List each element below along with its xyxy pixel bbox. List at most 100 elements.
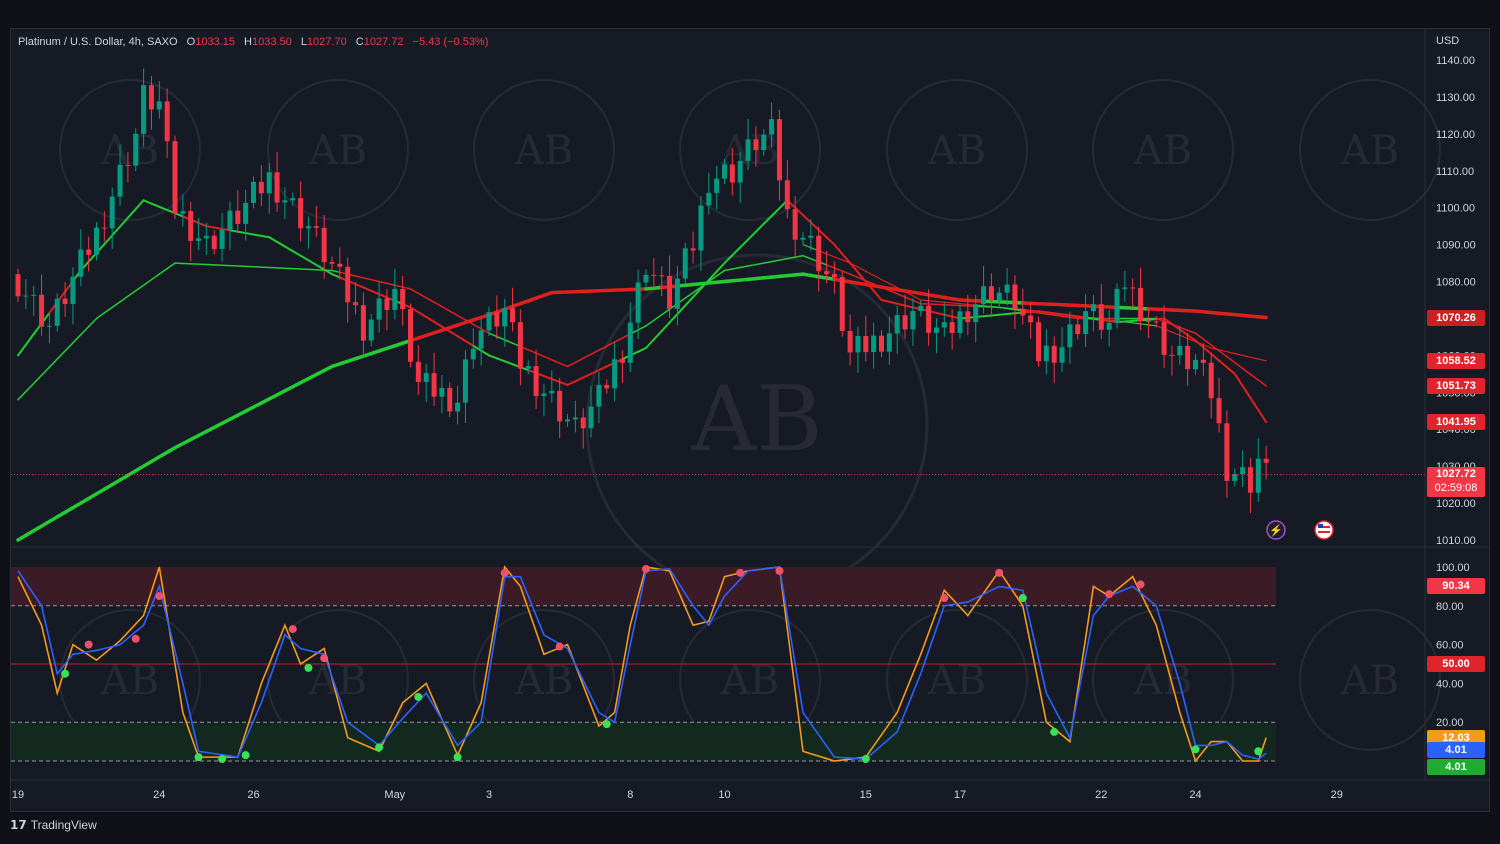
price-tick-label[interactable]: 1010.00 <box>1436 535 1476 547</box>
candle-body <box>54 298 60 326</box>
candle-body <box>1028 315 1034 323</box>
ema-fast-line-segment <box>480 349 490 357</box>
candle-body <box>941 322 947 328</box>
us-flag-icon[interactable] <box>1314 520 1334 540</box>
candle-body <box>439 387 445 397</box>
candle-body <box>926 305 932 333</box>
ema-mid-line-segment <box>1069 316 1079 320</box>
watermark-circle <box>59 79 201 221</box>
candle-body <box>282 200 288 203</box>
price-tick-label[interactable]: 1110.00 <box>1436 166 1474 178</box>
price-tick-label[interactable]: 1080.00 <box>1436 277 1476 289</box>
time-tick-label[interactable]: 3 <box>486 789 492 801</box>
ema-mid-line-segment <box>998 306 1008 310</box>
osc-tick-label[interactable]: 20.00 <box>1436 717 1464 729</box>
osc-tick-label[interactable]: 40.00 <box>1436 678 1464 690</box>
ema-mid-line-segment <box>370 278 380 283</box>
price-tick-label[interactable]: 1100.00 <box>1436 203 1475 215</box>
ema-mid-line-segment <box>331 269 341 274</box>
ema-fast-line-segment <box>676 304 687 316</box>
symbol-name[interactable]: Platinum / U.S. Dollar, 4h, SAXO <box>18 36 178 48</box>
ema-slow-line-segment <box>1256 315 1268 320</box>
candle-body <box>706 192 712 206</box>
time-tick-label[interactable]: 10 <box>718 789 730 801</box>
ema-fast-line-segment <box>692 287 702 299</box>
candle-body <box>1122 287 1128 289</box>
candle-body <box>769 119 775 135</box>
time-tick-label[interactable]: 15 <box>860 789 872 801</box>
ema-mid-line-segment <box>778 257 789 261</box>
price-tick-label[interactable]: 1120.00 <box>1436 129 1475 141</box>
ema-fast-line-segment <box>1257 408 1268 424</box>
osc-value-tag: 90.34 <box>1427 577 1485 594</box>
cross-marker <box>995 568 1004 577</box>
ema-fast-line-segment <box>103 234 114 246</box>
cross-marker <box>61 669 70 678</box>
ema-mid-line-segment <box>755 262 765 266</box>
time-tick-label[interactable]: 26 <box>247 789 259 801</box>
ema-fast-line-segment <box>1163 317 1173 325</box>
candle-body <box>879 335 884 352</box>
ema-fast-line-segment <box>24 333 35 346</box>
tradingview-logo[interactable]: 𝟭𝟳 TradingView <box>10 818 97 832</box>
candles <box>15 68 1269 514</box>
ema-fast-line-segment <box>1194 339 1205 349</box>
osc-tick-label[interactable]: 80.00 <box>1436 601 1464 613</box>
time-tick-label[interactable]: 24 <box>153 789 165 801</box>
time-tick-label[interactable]: 24 <box>1189 789 1201 801</box>
time-tick-label[interactable]: 29 <box>1331 789 1343 801</box>
candle-body <box>148 85 154 110</box>
ema-mid-line-segment <box>841 270 851 275</box>
cross-marker <box>775 566 784 575</box>
candle-body <box>133 133 139 166</box>
price-tick-label[interactable]: 1090.00 <box>1436 240 1476 252</box>
price-tick-label[interactable]: 1130.00 <box>1436 92 1475 104</box>
candle-body <box>219 229 225 250</box>
osc-tick-label[interactable]: 100.00 <box>1436 562 1470 574</box>
candle-body <box>690 248 696 251</box>
price-tick-label[interactable]: 1020.00 <box>1436 498 1476 510</box>
cross-marker <box>500 568 509 577</box>
time-tick-label[interactable]: 17 <box>954 789 966 801</box>
ema-mid-line-segment <box>1179 326 1189 332</box>
time-tick-label[interactable]: 19 <box>12 789 24 801</box>
cross-marker <box>1018 594 1027 603</box>
candle-body <box>392 288 398 310</box>
ema-fast-line-segment <box>1218 359 1228 369</box>
cross-marker <box>453 753 462 762</box>
ema-fast-line-segment <box>731 246 742 257</box>
candle-body <box>871 335 877 353</box>
currency-label[interactable]: USD <box>1436 35 1460 47</box>
ema-fast-line-segment <box>1202 346 1213 355</box>
ema-fast-line-segment <box>998 313 1009 316</box>
ema-extra-line-segment <box>833 256 843 261</box>
ema-mid-line-segment <box>660 308 671 316</box>
watermark-text: AB <box>927 658 986 704</box>
time-tick-label[interactable]: 22 <box>1095 789 1107 801</box>
candle-body <box>596 384 602 407</box>
cross-marker <box>288 625 297 634</box>
candle-body <box>109 196 115 229</box>
time-tick-label[interactable]: May <box>384 789 405 801</box>
candle-body <box>400 288 406 310</box>
price-tick-label[interactable]: 1140.00 <box>1436 55 1475 67</box>
time-tick-label[interactable]: 8 <box>627 789 633 801</box>
ema-mid-line-segment <box>150 273 161 281</box>
ema-extra-line-segment <box>825 253 836 258</box>
candle-body <box>604 384 610 389</box>
candle-body <box>156 101 162 110</box>
ema-mid-line-segment <box>551 359 561 364</box>
ema-mid-line-segment <box>896 293 906 298</box>
ema-extra-line-segment <box>1234 352 1244 356</box>
candle-body <box>1161 321 1167 355</box>
candle-body <box>902 315 908 330</box>
ema-fast-line-segment <box>323 268 333 276</box>
ema-mid-line-segment <box>135 284 145 292</box>
osc-tick-label[interactable]: 60.00 <box>1436 640 1464 652</box>
lightning-icon[interactable]: ⚡ <box>1266 520 1286 540</box>
ema-mid-line-segment <box>378 280 388 285</box>
candle-body <box>368 319 374 341</box>
osc-value-tag: 50.00 <box>1427 656 1485 672</box>
cross-marker <box>1254 747 1263 756</box>
